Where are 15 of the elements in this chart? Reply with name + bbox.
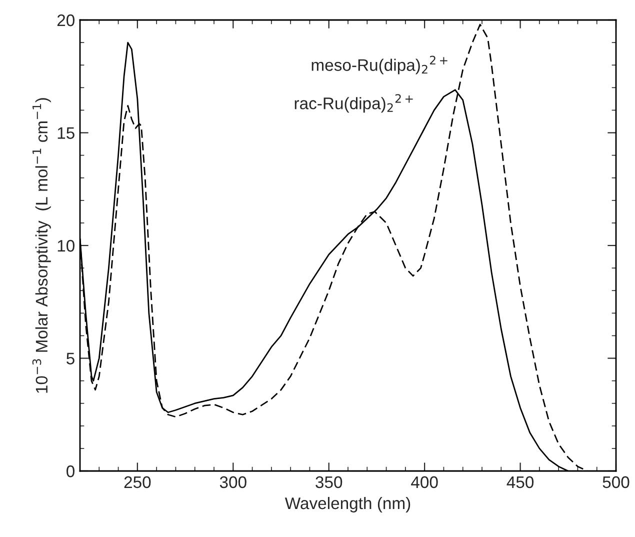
y-tick-label: 0 xyxy=(66,465,74,478)
y-tick-label: 10 xyxy=(58,240,74,252)
y-tick-label: 20 xyxy=(57,14,74,26)
x-tick-label: 300 xyxy=(220,476,246,488)
x-tick-label: 450 xyxy=(506,476,534,488)
y-tick-label: 15 xyxy=(58,127,74,139)
x-tick-label: 400 xyxy=(411,476,438,488)
x-tick-label: 500 xyxy=(602,476,630,488)
x-axis-title: Wavelength (nm) xyxy=(284,496,410,512)
series-label: rac-Ru(dipa)$_{2}$$^{2+}$ xyxy=(294,94,413,113)
x-tick-label: 350 xyxy=(316,476,342,488)
y-tick-label: 5 xyxy=(66,352,74,364)
y-axis-title: 10$^{−3}$ Molar Absorptivity (L mol$^{−1}$ cm$^{−1}$) xyxy=(32,98,51,393)
series-label: meso-Ru(dipa)$_{2}$$^{2+}$ xyxy=(312,56,448,74)
x-tick-label: 250 xyxy=(124,476,151,488)
